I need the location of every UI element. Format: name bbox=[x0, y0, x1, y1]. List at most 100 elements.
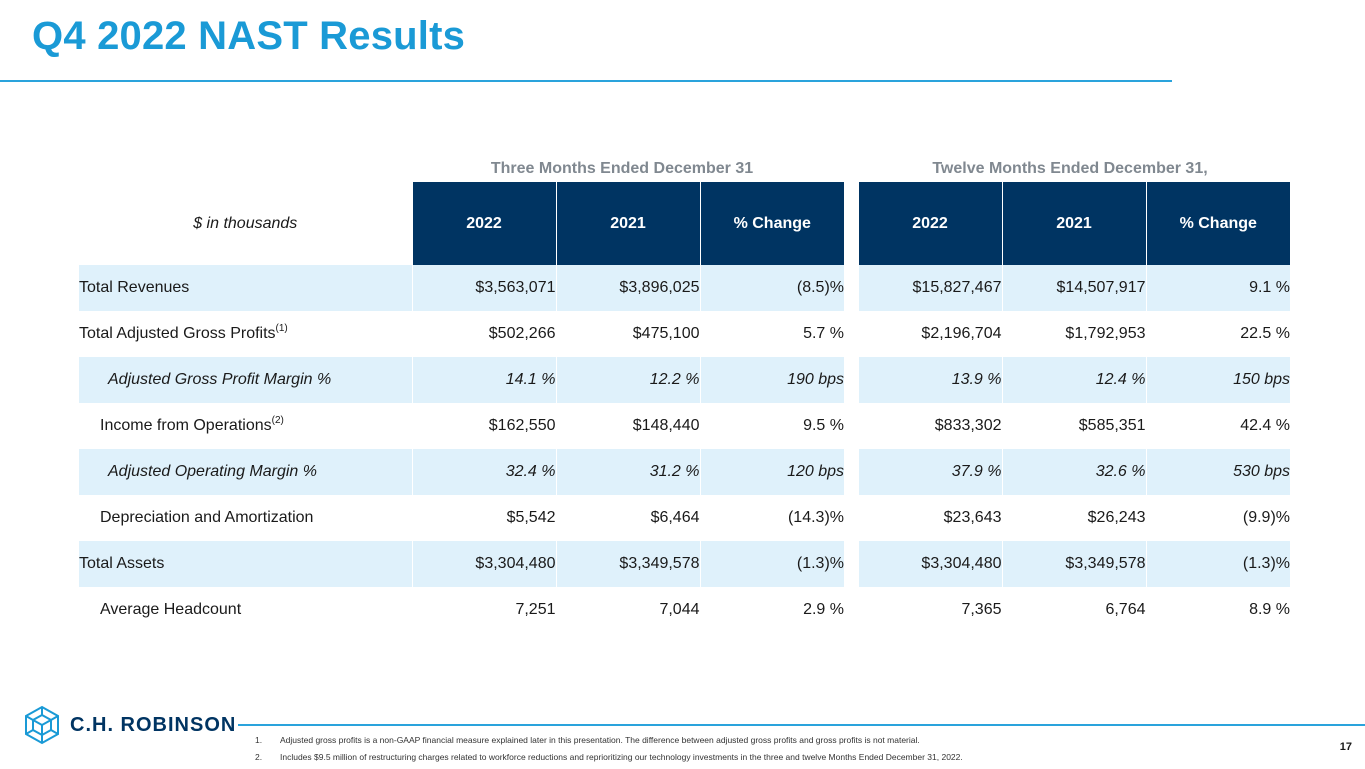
table-cell: 12.2 % bbox=[555, 357, 700, 403]
footnote-ref: (1) bbox=[275, 323, 288, 334]
table-cell: $23,643 bbox=[857, 495, 1002, 541]
table-row: Total Adjusted Gross Profits(1) $502,266… bbox=[79, 311, 1290, 357]
table-cell: $15,827,467 bbox=[857, 265, 1002, 311]
table-cell: 32.4 % bbox=[411, 449, 556, 495]
table-cell: $5,542 bbox=[411, 495, 556, 541]
table-cell: $585,351 bbox=[1001, 403, 1146, 449]
row-label-text: Adjusted Gross Profit Margin % bbox=[108, 371, 332, 388]
column-spacer bbox=[844, 182, 858, 265]
table-row: Average Headcount 7,251 7,044 2.9 % 7,36… bbox=[79, 587, 1290, 633]
column-spacer bbox=[844, 357, 858, 403]
row-label: Total Revenues bbox=[79, 265, 412, 311]
footnote-text: Includes $9.5 million of restructuring c… bbox=[280, 752, 963, 762]
title-divider bbox=[0, 80, 1172, 82]
table-cell: $3,304,480 bbox=[411, 541, 556, 587]
table-cell: $475,100 bbox=[555, 311, 700, 357]
column-spacer bbox=[844, 403, 858, 449]
table-cell: $148,440 bbox=[555, 403, 700, 449]
column-spacer bbox=[844, 495, 858, 541]
table-cell: 190 bps bbox=[699, 357, 844, 403]
table-cell: $162,550 bbox=[411, 403, 556, 449]
table-cell: $3,304,480 bbox=[857, 541, 1002, 587]
table-row: Total Assets $3,304,480 $3,349,578 (1.3)… bbox=[79, 541, 1290, 587]
unit-label: $ in thousands bbox=[193, 214, 298, 232]
table-cell: $502,266 bbox=[411, 311, 556, 357]
table-cell: 42.4 % bbox=[1145, 403, 1290, 449]
twelve-months-header: Twelve Months Ended December 31, bbox=[932, 160, 1208, 177]
table-cell: 14.1 % bbox=[411, 357, 556, 403]
col-header-2022-y: 2022 bbox=[857, 182, 1002, 265]
column-spacer bbox=[844, 311, 858, 357]
row-label: Adjusted Operating Margin % bbox=[79, 449, 412, 495]
table-cell: 22.5 % bbox=[1145, 311, 1290, 357]
page-title: Q4 2022 NAST Results bbox=[32, 14, 466, 58]
table-cell: 150 bps bbox=[1145, 357, 1290, 403]
table-cell: 7,044 bbox=[555, 587, 700, 633]
column-spacer bbox=[844, 541, 858, 587]
table-cell: (1.3)% bbox=[699, 541, 844, 587]
table-cell: $833,302 bbox=[857, 403, 1002, 449]
col-header-change-q: % Change bbox=[699, 182, 844, 265]
row-label-text: Adjusted Operating Margin % bbox=[108, 463, 317, 480]
company-name: C.H. ROBINSON bbox=[70, 713, 237, 736]
footnote-number: 2. bbox=[255, 752, 263, 762]
table-header-row: $ in thousands 2022 2021 % Change 2022 2… bbox=[79, 182, 1290, 265]
table-cell: 31.2 % bbox=[555, 449, 700, 495]
row-label: Depreciation and Amortization bbox=[79, 495, 412, 541]
results-table: $ in thousands 2022 2021 % Change 2022 2… bbox=[79, 182, 1290, 633]
table-row: Total Revenues $3,563,071 $3,896,025 (8.… bbox=[79, 265, 1290, 311]
table-cell: 12.4 % bbox=[1001, 357, 1146, 403]
table-cell: $3,349,578 bbox=[555, 541, 700, 587]
table-cell: 2.9 % bbox=[699, 587, 844, 633]
table-cell: (1.3)% bbox=[1145, 541, 1290, 587]
three-months-header: Three Months Ended December 31 bbox=[490, 160, 754, 177]
column-spacer bbox=[844, 449, 858, 495]
row-label-text: Total Revenues bbox=[79, 279, 190, 296]
table-cell: $3,349,578 bbox=[1001, 541, 1146, 587]
row-label: Total Assets bbox=[79, 541, 412, 587]
table-cell: 9.5 % bbox=[699, 403, 844, 449]
table-cell: $26,243 bbox=[1001, 495, 1146, 541]
row-label-text: Total Adjusted Gross Profits bbox=[79, 325, 276, 342]
table-cell: $1,792,953 bbox=[1001, 311, 1146, 357]
row-label: Average Headcount bbox=[79, 587, 412, 633]
table-row: Income from Operations(2) $162,550 $148,… bbox=[79, 403, 1290, 449]
row-label-text: Income from Operations bbox=[100, 417, 272, 434]
table-cell: $6,464 bbox=[555, 495, 700, 541]
footnote-ref: (2) bbox=[271, 415, 284, 426]
table-cell: $3,896,025 bbox=[555, 265, 700, 311]
col-header-2021-q: 2021 bbox=[555, 182, 700, 265]
col-header-change-y: % Change bbox=[1145, 182, 1290, 265]
col-header-2021-y: 2021 bbox=[1001, 182, 1146, 265]
company-logo: C.H. ROBINSON bbox=[24, 703, 236, 747]
row-label-text: Total Assets bbox=[79, 555, 165, 572]
column-spacer bbox=[844, 265, 858, 311]
table-cell: (14.3)% bbox=[699, 495, 844, 541]
table-cell: 32.6 % bbox=[1001, 449, 1146, 495]
footnote-text: Adjusted gross profits is a non-GAAP fin… bbox=[280, 735, 920, 745]
footer-divider bbox=[238, 724, 1365, 726]
footnote: 1. Adjusted gross profits is a non-GAAP … bbox=[255, 735, 963, 745]
row-label: Total Adjusted Gross Profits(1) bbox=[79, 311, 412, 357]
row-label: Adjusted Gross Profit Margin % bbox=[79, 357, 412, 403]
table-cell: $3,563,071 bbox=[411, 265, 556, 311]
table-row: Adjusted Gross Profit Margin % 14.1 % 12… bbox=[79, 357, 1290, 403]
footnotes: 1. Adjusted gross profits is a non-GAAP … bbox=[255, 735, 963, 769]
row-label: Income from Operations(2) bbox=[79, 403, 412, 449]
footnote: 2. Includes $9.5 million of restructurin… bbox=[255, 752, 963, 762]
table-cell: 6,764 bbox=[1001, 587, 1146, 633]
table-cell: $14,507,917 bbox=[1001, 265, 1146, 311]
column-spacer bbox=[844, 587, 858, 633]
table-cell: 8.9 % bbox=[1145, 587, 1290, 633]
table-cell: 7,365 bbox=[857, 587, 1002, 633]
table-row: Adjusted Operating Margin % 32.4 % 31.2 … bbox=[79, 449, 1290, 495]
table-cell: 7,251 bbox=[411, 587, 556, 633]
row-label-text: Average Headcount bbox=[100, 601, 242, 618]
ch-robinson-cube-icon bbox=[25, 705, 59, 745]
table-cell: (8.5)% bbox=[699, 265, 844, 311]
table-cell: 13.9 % bbox=[857, 357, 1002, 403]
table-row: Depreciation and Amortization $5,542 $6,… bbox=[79, 495, 1290, 541]
table-cell: $2,196,704 bbox=[857, 311, 1002, 357]
table-cell: 9.1 % bbox=[1145, 265, 1290, 311]
table-cell: 120 bps bbox=[699, 449, 844, 495]
